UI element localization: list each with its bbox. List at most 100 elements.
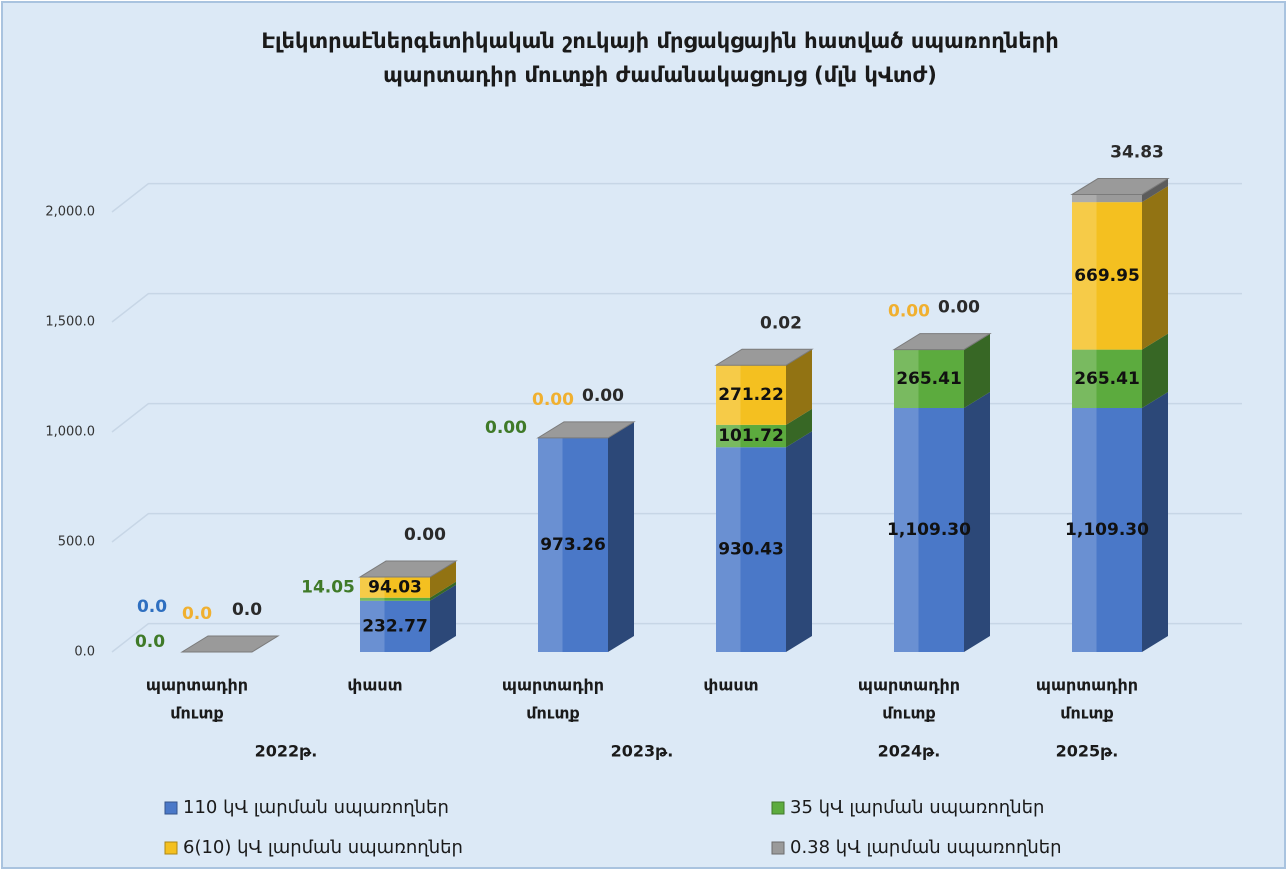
- data-label: 0.00: [404, 525, 446, 545]
- grid-line: [111, 622, 1242, 653]
- legend-swatch: [771, 841, 785, 855]
- data-label: 0.00: [485, 418, 527, 438]
- bar-segment: [894, 349, 964, 408]
- bar-highlight: [894, 407, 919, 652]
- bar-side: [786, 408, 812, 448]
- data-label: 0.00: [582, 386, 624, 406]
- chart-title: պարտադիր մուտքի ժամանակացույց (մլն կՎտժ): [383, 63, 937, 87]
- y-tick-label: 1,000.0: [45, 425, 95, 440]
- bar-segment: [538, 437, 608, 652]
- legend-label: 110 կՎ լարման սպառողներ: [183, 797, 449, 818]
- bar-top: [1070, 178, 1170, 196]
- x-tick-label: պարտադիր: [146, 676, 248, 695]
- y-tick-label: 1,500.0: [45, 315, 95, 330]
- data-label: 0.0: [135, 632, 165, 652]
- data-label: 0.0: [182, 604, 212, 624]
- grid-line: [111, 182, 1242, 213]
- bar-segment: [1072, 194, 1142, 203]
- data-label: 265.41: [1074, 369, 1140, 389]
- grid-line: [111, 402, 1242, 433]
- bar-side: [964, 391, 990, 652]
- x-tick-label: մուտք: [170, 704, 224, 723]
- grid-line: [111, 512, 1242, 543]
- x-tick-label: փաստ: [347, 676, 402, 695]
- data-label: 0.00: [938, 298, 980, 318]
- bar-highlight: [538, 437, 563, 652]
- bar-side: [608, 421, 634, 652]
- bar-top: [892, 333, 992, 351]
- bar-highlight: [360, 577, 385, 598]
- data-label: 14.05: [301, 578, 355, 598]
- legend-label: 0.38 կՎ լարման սպառողներ: [790, 837, 1062, 858]
- bar-highlight: [716, 424, 741, 448]
- data-label: 1,109.30: [1065, 520, 1149, 540]
- bar-highlight: [716, 447, 741, 652]
- data-label: 101.72: [718, 426, 784, 446]
- bar-top: [714, 348, 814, 366]
- bar-side: [430, 584, 456, 652]
- data-label: 973.26: [540, 535, 606, 555]
- bar-side: [786, 431, 812, 652]
- data-label: 34.83: [1110, 143, 1164, 163]
- bar-side: [786, 349, 812, 425]
- legend-swatch: [164, 801, 178, 815]
- group-label: 2023թ.: [611, 742, 674, 761]
- bar-segment: [1072, 407, 1142, 652]
- bar-segment: [894, 407, 964, 652]
- y-tick-label: 2,000.0: [45, 205, 95, 220]
- x-tick-label: պարտադիր: [858, 676, 960, 695]
- bar-side: [1142, 178, 1168, 203]
- bar-top: [536, 421, 636, 439]
- data-label: 0.00: [532, 390, 574, 410]
- chart-title: Էլեկտրաէներգետիկական շուկայի մրցակցային …: [261, 29, 1058, 53]
- bar-side: [430, 561, 456, 598]
- bar-highlight: [1072, 349, 1097, 408]
- x-tick-label: մուտք: [882, 704, 936, 723]
- x-tick-label: մուտք: [1060, 704, 1114, 723]
- bar-segment: [360, 577, 430, 598]
- group-label: 2024թ.: [878, 742, 941, 761]
- bar-side: [1142, 333, 1168, 408]
- legend-swatch: [771, 801, 785, 815]
- legend-label: 35 կՎ լարման սպառողներ: [790, 797, 1044, 818]
- bar-highlight: [1072, 407, 1097, 652]
- data-label: 669.95: [1074, 266, 1140, 286]
- bar-side: [1142, 186, 1168, 350]
- x-tick-label: փաստ: [703, 676, 758, 695]
- x-tick-label: պարտադիր: [502, 676, 604, 695]
- group-label: 2025թ.: [1056, 742, 1119, 761]
- bar-top: [358, 560, 458, 578]
- bar-segment: [716, 424, 786, 448]
- legend-label: 6(10) կՎ լարման սպառողներ: [183, 837, 463, 858]
- data-label: 94.03: [368, 577, 422, 597]
- bar-side: [964, 333, 990, 408]
- bar-segment: [1072, 349, 1142, 408]
- bar-segment: [716, 365, 786, 425]
- bar-highlight: [360, 600, 385, 652]
- bar-highlight: [1072, 202, 1097, 350]
- bar-highlight: [360, 597, 385, 601]
- data-label: 265.41: [896, 369, 962, 389]
- bar-segment: [360, 600, 430, 652]
- data-label: 271.22: [718, 385, 784, 405]
- bar-side: [1142, 391, 1168, 652]
- bar-segment: [716, 447, 786, 652]
- data-label: 0.02: [760, 313, 802, 333]
- data-label: 0.0: [137, 597, 167, 617]
- bar-segment: [1072, 202, 1142, 350]
- y-tick-label: 0.0: [74, 645, 95, 660]
- x-tick-label: պարտադիր: [1036, 676, 1138, 695]
- grid-line: [111, 292, 1242, 323]
- y-tick-label: 500.0: [58, 535, 95, 550]
- x-tick-label: մուտք: [526, 704, 580, 723]
- data-label: 0.00: [888, 302, 930, 322]
- bar-highlight: [894, 349, 919, 408]
- data-label: 930.43: [718, 540, 784, 560]
- group-label: 2022թ.: [255, 742, 318, 761]
- bar-highlight: [1072, 194, 1097, 203]
- data-label: 1,109.30: [887, 520, 971, 540]
- data-label: 0.0: [232, 600, 262, 620]
- data-label: 232.77: [362, 616, 428, 636]
